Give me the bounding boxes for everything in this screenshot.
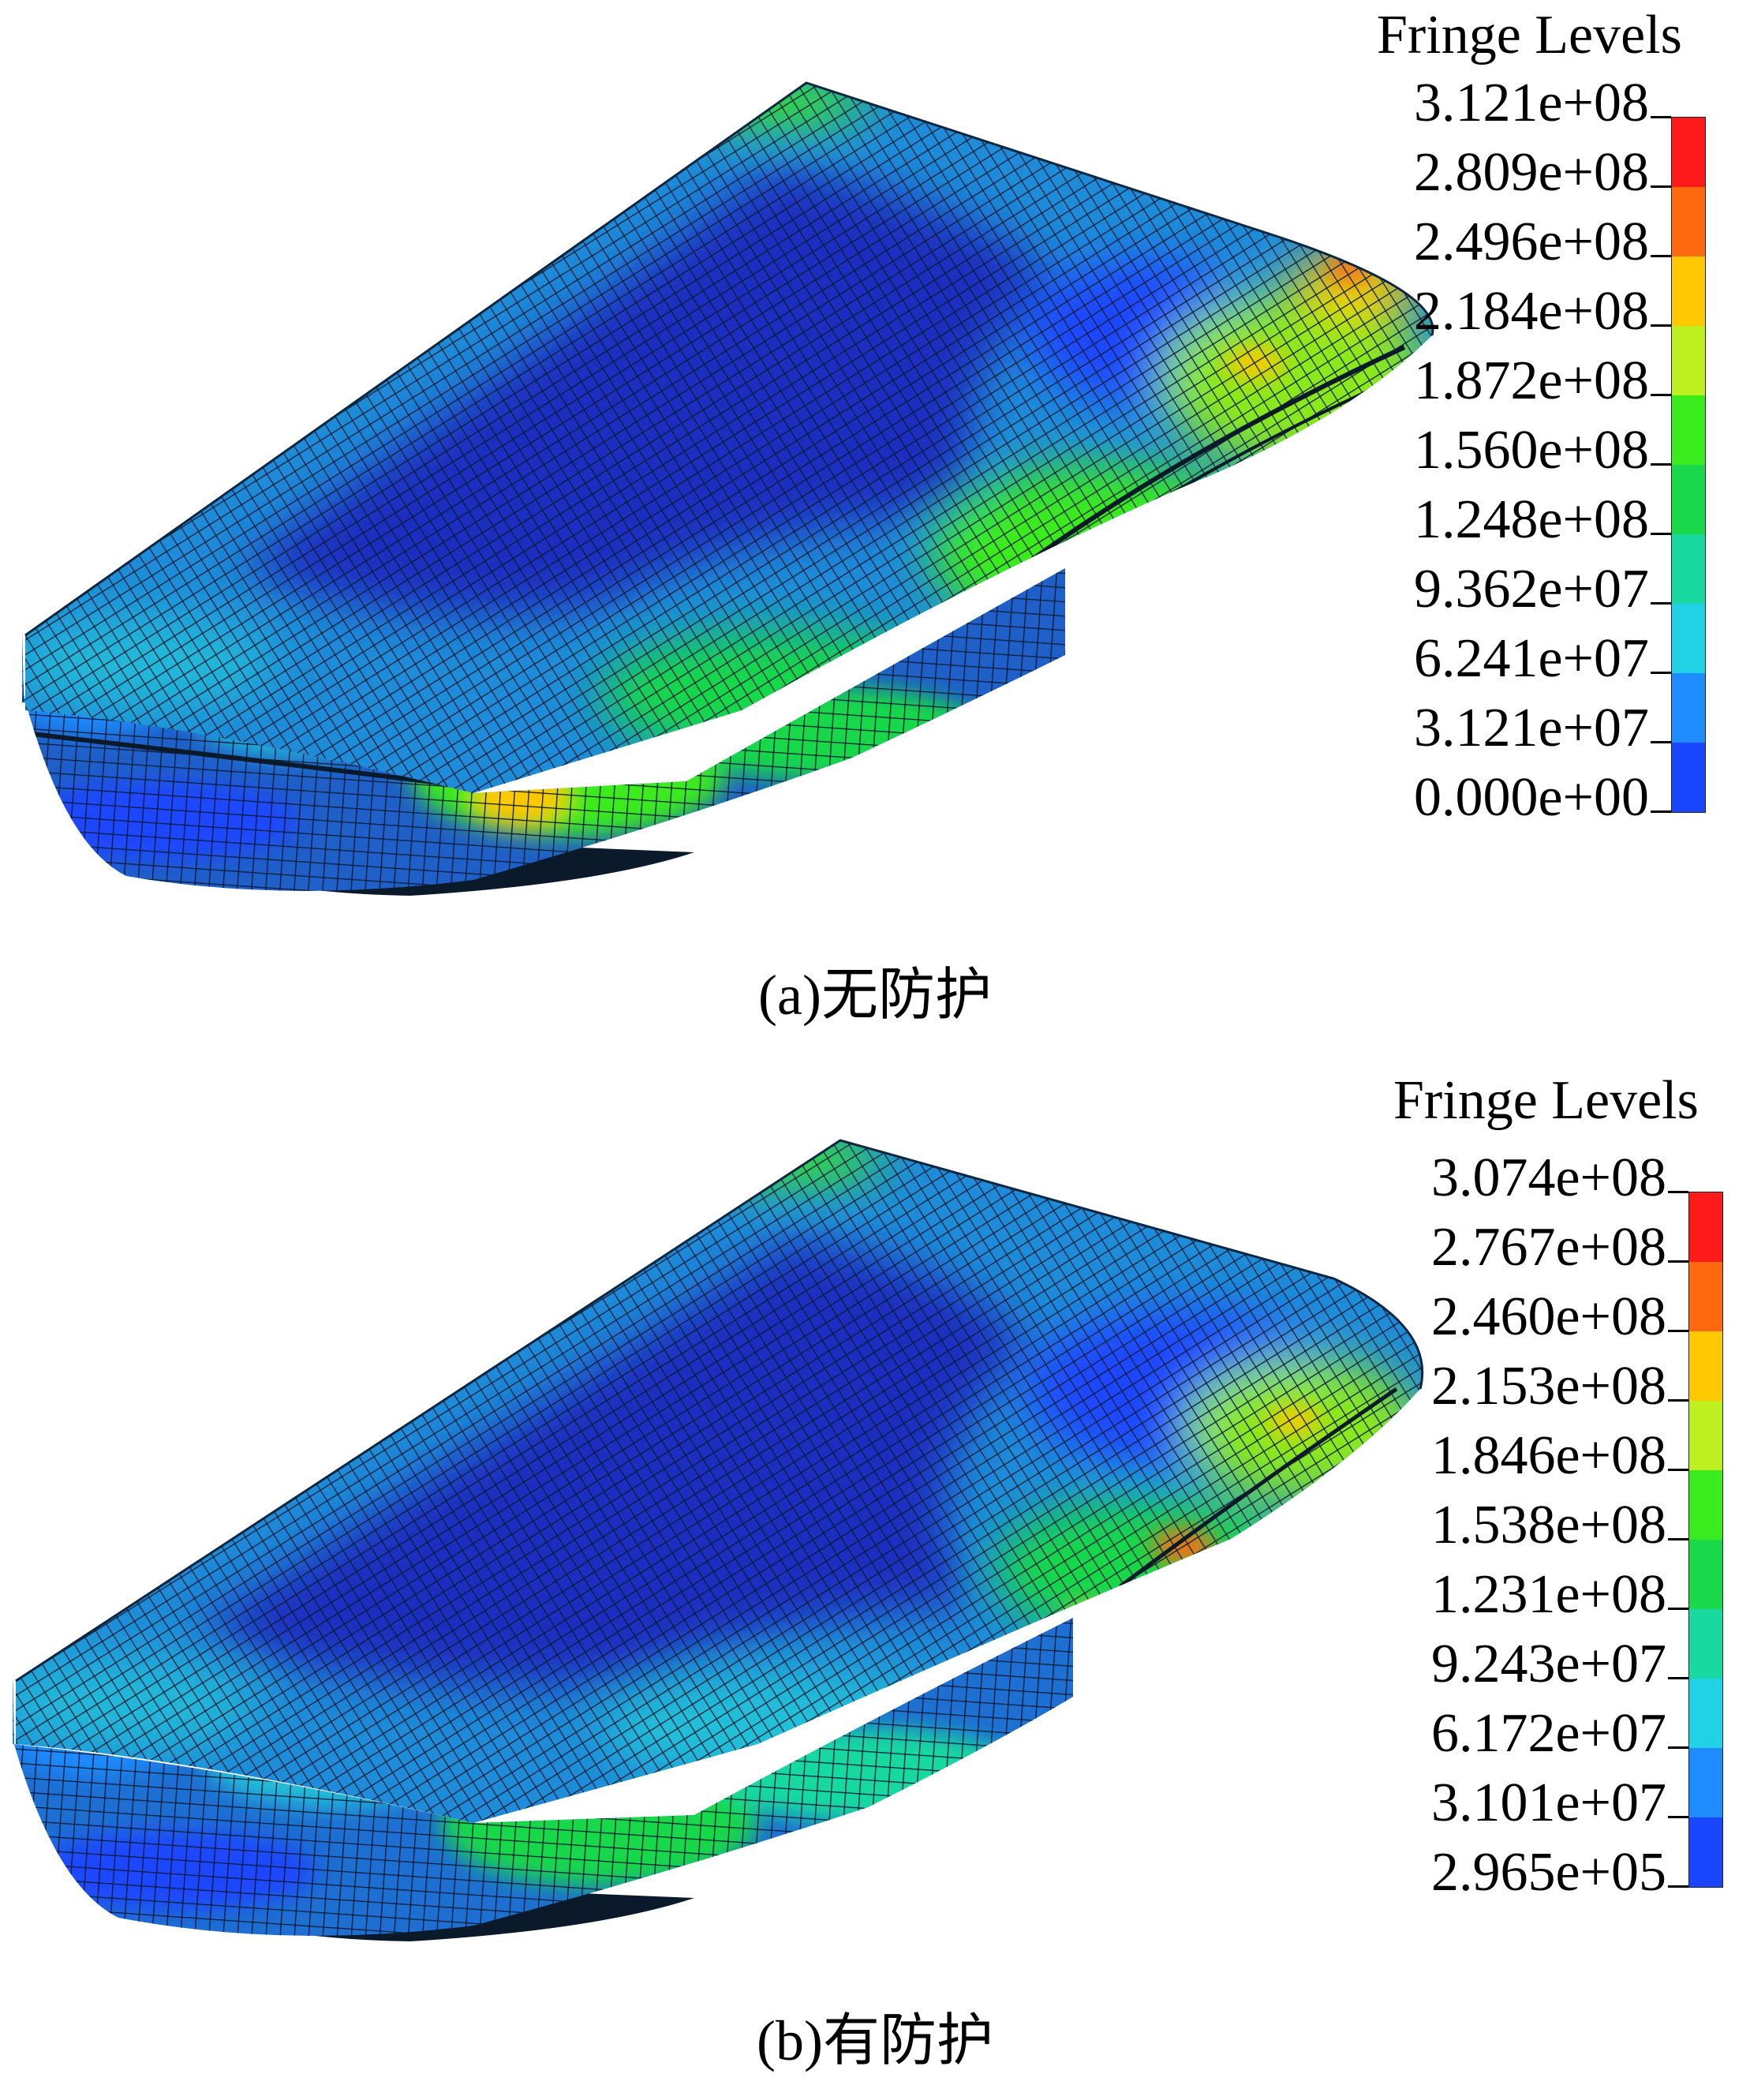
legend-tick <box>1668 1469 1688 1471</box>
legend-tick <box>1668 1191 1688 1193</box>
legend-tick <box>1651 602 1671 605</box>
legend-tick <box>1651 394 1671 396</box>
legend-tick <box>1651 324 1671 327</box>
figure-panel-a: Fringe Levels 3.121e+08 2.809e+08 2.496e+0… <box>22 5 1706 1027</box>
colorbar-segment <box>1689 1817 1722 1887</box>
caption: (a)无防护 <box>758 964 992 1027</box>
legend-level-label: 2.767e+08 <box>1430 1217 1666 1278</box>
colorbar-segment <box>1672 534 1705 604</box>
colorbar-segment <box>1689 1748 1722 1817</box>
legend-level-label: 1.538e+08 <box>1430 1495 1666 1555</box>
legend-tick <box>1668 1816 1688 1818</box>
legend-level-label: 1.560e+08 <box>1413 420 1649 481</box>
legend-tick <box>1651 116 1671 118</box>
colorbar <box>1688 1192 1723 1888</box>
legend-level-label: 0.000e+00 <box>1413 767 1649 828</box>
colorbar-segment <box>1672 118 1705 187</box>
legend-tick <box>1668 1608 1688 1610</box>
colorbar-segment <box>1689 1192 1722 1262</box>
legend-title: Fringe Levels <box>1377 5 1682 66</box>
legend-level-label: 9.362e+07 <box>1413 559 1649 620</box>
colorbar <box>1671 117 1706 813</box>
colorbar-segment <box>1672 395 1705 465</box>
legend-level-label: 1.872e+08 <box>1413 350 1649 411</box>
colorbar-segment <box>1689 1331 1722 1401</box>
colorbar-segment <box>1689 1609 1722 1679</box>
legend-level-label: 2.965e+05 <box>1430 1842 1666 1903</box>
top-face <box>25 83 1433 793</box>
colorbar-segment <box>1672 187 1705 256</box>
colorbar-segment <box>1689 1262 1722 1331</box>
legend-level-label: 3.074e+08 <box>1430 1147 1666 1208</box>
figure-panel-b: Fringe Levels 3.074e+08 2.767e+08 2.460e+0… <box>0 1050 1750 2099</box>
legend-level-label: 3.121e+07 <box>1413 698 1649 758</box>
legend-tick <box>1668 1538 1688 1540</box>
colorbar-segment <box>1689 1540 1722 1609</box>
legend-tick <box>1651 255 1671 257</box>
colorbar-segment <box>1689 1401 1722 1470</box>
legend-title: Fringe Levels <box>1393 1070 1699 1131</box>
legend-level-label: 2.809e+08 <box>1413 142 1649 203</box>
colorbar-segment <box>1672 256 1705 326</box>
fe-mesh-model-a <box>22 81 1434 896</box>
legend-tick <box>1651 741 1671 743</box>
legend-level-label: 3.121e+08 <box>1413 73 1649 133</box>
colorbar-segment <box>1689 1679 1722 1748</box>
legend-level-label: 2.496e+08 <box>1413 211 1649 272</box>
legend-tick <box>1651 672 1671 674</box>
legend-level-label: 6.172e+07 <box>1430 1703 1666 1764</box>
colorbar-segment <box>1672 604 1705 673</box>
colorbar-segment <box>1689 1470 1722 1540</box>
legend-level-label: 9.243e+07 <box>1430 1634 1666 1694</box>
legend-level-label: 3.101e+07 <box>1430 1772 1666 1833</box>
legend-tick <box>1651 463 1671 466</box>
colorbar-segment <box>1672 743 1705 812</box>
colorbar-segment <box>1672 326 1705 395</box>
legend-tick <box>1668 1330 1688 1332</box>
caption: (b)有防护 <box>757 2009 993 2072</box>
legend-tick <box>1651 533 1671 535</box>
legend-tick <box>1668 1677 1688 1679</box>
legend-level-label: 1.231e+08 <box>1430 1564 1666 1625</box>
legend-level-label: 2.460e+08 <box>1430 1286 1666 1347</box>
colorbar-segment <box>1672 673 1705 743</box>
legend-tick <box>1651 810 1671 813</box>
legend-tick <box>1668 1746 1688 1749</box>
legend-level-label: 6.241e+07 <box>1413 628 1649 689</box>
legend-tick <box>1668 1885 1688 1888</box>
legend-level-label: 1.248e+08 <box>1413 489 1649 550</box>
legend-level-label: 2.184e+08 <box>1413 281 1649 342</box>
legend-tick <box>1668 1399 1688 1402</box>
legend-tick <box>1668 1260 1688 1263</box>
colorbar-segment <box>1672 465 1705 534</box>
legend-tick <box>1651 185 1671 188</box>
legend-level-label: 2.153e+08 <box>1430 1356 1666 1417</box>
legend-level-label: 1.846e+08 <box>1430 1425 1666 1486</box>
fe-mesh-model-b <box>13 1139 1424 1941</box>
